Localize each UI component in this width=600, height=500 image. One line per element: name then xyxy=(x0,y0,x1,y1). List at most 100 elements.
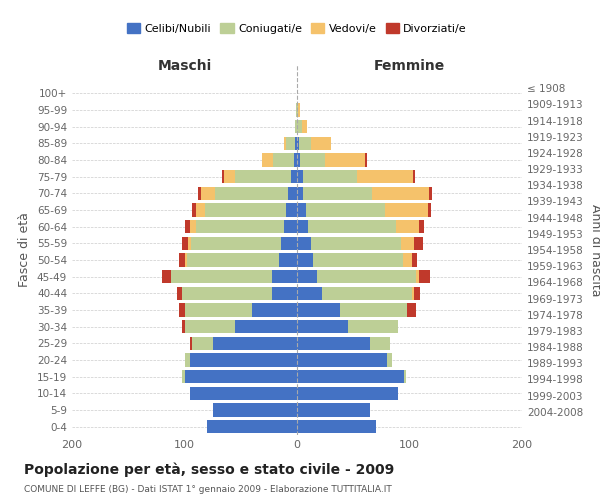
Bar xyxy=(182,370,297,384)
Bar xyxy=(185,304,297,316)
Bar xyxy=(190,386,297,400)
Bar xyxy=(297,354,392,366)
Bar xyxy=(297,420,376,434)
Bar xyxy=(286,204,297,216)
Bar xyxy=(296,104,297,117)
Bar xyxy=(252,304,297,316)
Bar xyxy=(297,204,431,216)
Bar xyxy=(212,404,297,416)
Bar xyxy=(191,236,297,250)
Bar xyxy=(297,336,370,350)
Bar xyxy=(185,320,297,334)
Bar xyxy=(224,170,297,183)
Bar xyxy=(297,370,406,384)
Bar xyxy=(297,170,415,183)
Bar xyxy=(185,320,297,334)
Bar xyxy=(162,270,297,283)
Bar xyxy=(297,236,311,250)
Bar xyxy=(297,120,307,134)
Bar xyxy=(221,170,297,183)
Bar xyxy=(297,254,418,266)
Bar xyxy=(190,336,297,350)
Bar xyxy=(297,404,370,416)
Bar xyxy=(297,354,387,366)
Bar xyxy=(284,220,297,234)
Bar xyxy=(297,404,370,416)
Bar xyxy=(297,236,423,250)
Bar xyxy=(297,104,301,117)
Bar xyxy=(297,386,398,400)
Bar xyxy=(202,186,297,200)
Text: Maschi: Maschi xyxy=(157,60,212,74)
Bar xyxy=(297,236,414,250)
Bar xyxy=(196,220,297,234)
Bar xyxy=(212,404,297,416)
Bar xyxy=(190,386,297,400)
Bar xyxy=(297,186,432,200)
Bar xyxy=(297,136,331,150)
Bar xyxy=(297,286,419,300)
Bar xyxy=(297,370,406,384)
Bar xyxy=(297,304,407,316)
Bar xyxy=(297,320,398,334)
Bar xyxy=(297,170,356,183)
Bar xyxy=(185,304,297,316)
Bar xyxy=(297,254,412,266)
Bar xyxy=(297,354,392,366)
Bar xyxy=(288,186,297,200)
Legend: Celibi/Nubili, Coniugati/e, Vedovi/e, Divorziati/e: Celibi/Nubili, Coniugati/e, Vedovi/e, Di… xyxy=(122,19,472,38)
Bar xyxy=(281,236,297,250)
Text: Popolazione per età, sesso e stato civile - 2009: Popolazione per età, sesso e stato civil… xyxy=(24,462,394,477)
Bar xyxy=(185,354,297,366)
Bar xyxy=(297,170,302,183)
Bar xyxy=(207,420,297,434)
Bar xyxy=(297,220,308,234)
Bar xyxy=(274,154,297,166)
Bar xyxy=(297,336,391,350)
Text: Femmine: Femmine xyxy=(374,60,445,74)
Bar xyxy=(297,136,331,150)
Bar xyxy=(262,154,297,166)
Bar xyxy=(297,204,427,216)
Bar xyxy=(297,286,414,300)
Bar xyxy=(297,136,311,150)
Bar xyxy=(297,304,340,316)
Bar xyxy=(293,154,297,166)
Bar xyxy=(185,354,297,366)
Bar xyxy=(297,270,317,283)
Bar xyxy=(171,270,297,283)
Bar xyxy=(182,286,297,300)
Bar xyxy=(196,204,297,216)
Bar xyxy=(185,370,297,384)
Bar xyxy=(292,170,297,183)
Bar xyxy=(171,270,297,283)
Bar xyxy=(212,336,297,350)
Bar xyxy=(207,420,297,434)
Bar xyxy=(297,386,398,400)
Bar xyxy=(296,104,297,117)
Y-axis label: Fasce di età: Fasce di età xyxy=(19,212,31,288)
Bar xyxy=(297,404,370,416)
Bar xyxy=(215,186,297,200)
Bar xyxy=(297,136,299,150)
Bar xyxy=(297,104,298,117)
Bar xyxy=(297,370,406,384)
Bar xyxy=(279,254,297,266)
Bar xyxy=(193,336,297,350)
Bar xyxy=(297,154,301,166)
Bar xyxy=(185,254,297,266)
Bar xyxy=(193,336,297,350)
Bar xyxy=(297,370,404,384)
Bar xyxy=(297,304,416,316)
Bar xyxy=(295,120,297,134)
Bar xyxy=(297,270,419,283)
Bar xyxy=(297,386,398,400)
Bar xyxy=(297,420,376,434)
Bar xyxy=(193,204,297,216)
Bar xyxy=(297,186,302,200)
Bar xyxy=(272,270,297,283)
Y-axis label: Anni di nascita: Anni di nascita xyxy=(589,204,600,296)
Bar xyxy=(297,270,430,283)
Bar xyxy=(185,354,297,366)
Bar xyxy=(297,320,398,334)
